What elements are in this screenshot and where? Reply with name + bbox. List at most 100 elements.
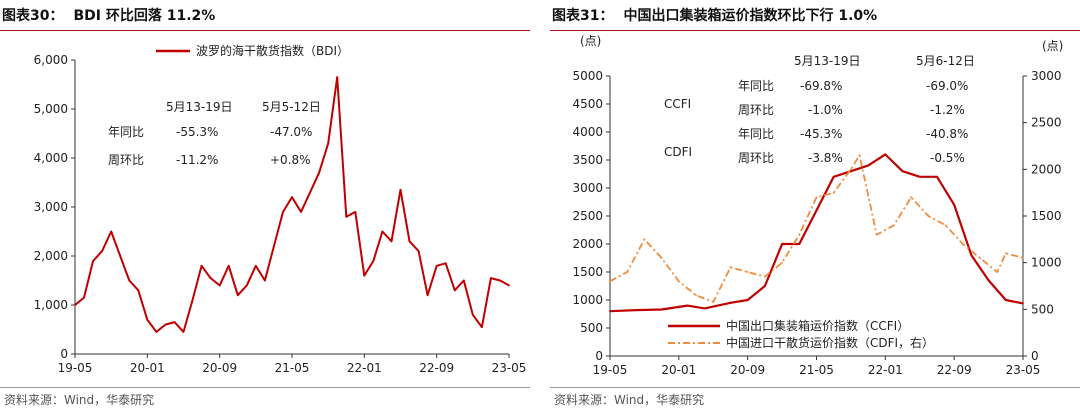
cdfi-line-point [858, 154, 861, 157]
source-divider [0, 387, 530, 388]
legend-label-ccfi: 中国出口集装箱运价指数（CCFI） [726, 318, 909, 333]
y-tick-label: 1500 [572, 265, 603, 279]
cdfi-line-point [910, 196, 912, 199]
annotation-row-label: 周环比 [738, 103, 774, 117]
bdi-chart: 0 1,000 2,000 3,000 4,000 5,000 6,000 19-05 20-0… [34, 43, 527, 375]
ccfi-line [609, 153, 1024, 313]
y-tick-label: 3500 [572, 153, 603, 167]
ccfi-line-point [850, 170, 852, 173]
ccfi-line-point [686, 304, 689, 307]
y-tick-label: 3000 [572, 181, 603, 195]
figure-number: 图表31： [552, 8, 614, 24]
ccfi-line-point [884, 153, 887, 156]
bdi-line-point [191, 299, 194, 301]
x-tick-label: 21-05 [275, 361, 310, 375]
annotation-value: -55.3% [176, 125, 218, 139]
chart-legend: 中国出口集装箱运价指数（CCFI） 中国进口干散货运价指数（CDFI，右） [664, 312, 954, 352]
bdi-line-point [74, 304, 76, 306]
y-tick-label: 2500 [572, 209, 603, 223]
y-tick-label: 1,000 [34, 298, 68, 312]
y-tick-label: 0 [60, 347, 68, 361]
annotation-value: -1.2% [930, 103, 965, 117]
x-tick-label: 22-01 [347, 361, 382, 375]
y-tick-label: 4000 [572, 125, 603, 139]
annotation-row-label: 年同比 [738, 127, 774, 141]
bdi-line-point [481, 326, 483, 328]
y-tick-label: 4500 [572, 97, 603, 111]
bdi-line-point [363, 274, 366, 277]
source-note: 资料来源：Wind，华泰研究 [4, 393, 155, 407]
ccfi-line-point [798, 243, 801, 245]
bdi-line-point [372, 260, 375, 262]
cdfi-line-point [746, 271, 749, 273]
ccfi-line-point [634, 309, 637, 311]
cdfi-line-point [1022, 257, 1024, 259]
x-tick-label: 19-05 [58, 361, 93, 375]
bdi-line-point [92, 260, 94, 262]
ccfi-line-point [867, 164, 869, 167]
left-axis-unit: (点) [580, 34, 601, 48]
ccfi-line-point [901, 170, 904, 173]
bdi-line-point [254, 264, 257, 267]
cdfi-line [609, 154, 1024, 303]
bdi-line-point [245, 284, 248, 287]
bdi-line-point [390, 240, 393, 243]
bdi-line-point [146, 318, 149, 321]
ccfi-line-point [746, 299, 749, 301]
annotation-group-ccfi: CCFI [664, 97, 691, 111]
bdi-line-point [417, 250, 420, 253]
legend-background [664, 312, 954, 352]
chart-axes: 0 1,000 2,000 3,000 4,000 5,000 6,000 19-05 20-0… [34, 53, 527, 375]
annotation-value: -45.3% [800, 127, 842, 141]
cdfi-line-point [695, 294, 697, 297]
cdfi-line-point [893, 224, 895, 227]
cdfi-line-point [850, 168, 852, 171]
x-tick-label: 23-05 [492, 361, 527, 375]
y-tick-label: 2,000 [34, 249, 68, 263]
y-tick-label: 1000 [572, 293, 603, 307]
y2-tick-label: 3000 [1031, 69, 1062, 83]
x-tick-label: 22-09 [419, 361, 454, 375]
bdi-line-point [490, 277, 492, 279]
x-tick-label: 23-05 [1006, 363, 1041, 377]
bdi-line-point [345, 215, 348, 218]
bdi-line-point [101, 250, 103, 253]
bdi-line-point [408, 240, 411, 243]
bdi-line-point [209, 277, 212, 279]
cdfi-line-point [944, 224, 947, 227]
bdi-line-point [508, 284, 510, 287]
right-axis-unit: (点) [1042, 39, 1063, 53]
ccfi-line-point [764, 285, 766, 287]
bdi-figure: 图表30： BDI 环比回落 11.2% 0 1,000 2,000 3,000 4,00… [0, 0, 530, 412]
cdfi-line-point [1004, 252, 1007, 255]
y2-tick-label: 500 [1031, 302, 1054, 316]
y-tick-label: 6,000 [34, 53, 68, 67]
y2-tick-label: 2000 [1031, 162, 1062, 176]
x-tick-label: 20-09 [202, 361, 237, 375]
annotation-row-label: 周环比 [738, 151, 774, 165]
y-tick-label: 5,000 [34, 102, 68, 116]
cdfi-line-point [729, 266, 732, 269]
cdfi-line-point [626, 271, 629, 273]
ccfi-line-point [660, 308, 663, 311]
cdfi-line-point [832, 191, 835, 194]
bdi-line-point [354, 211, 357, 213]
annotation-value: -69.0% [926, 79, 968, 93]
ccfi-cdfi-figure: 图表31： 中国出口集装箱运价指数环比下行 1.0% (点) (点) 0 500 10… [550, 0, 1080, 412]
bdi-line-point [155, 331, 158, 333]
x-tick-label: 20-01 [130, 361, 165, 375]
annotation-col1-header: 5月13-19日 [166, 100, 233, 114]
bdi-line-point [227, 264, 230, 267]
bdi-line-point [273, 245, 275, 248]
bdi-line-point [182, 331, 185, 333]
figure-number: 图表30： [2, 8, 64, 24]
figure-title: 图表30： BDI 环比回落 11.2% [2, 5, 215, 25]
ccfi-line-point [970, 254, 973, 257]
y-tick-label: 4,000 [34, 151, 68, 165]
annotation-value: -11.2% [176, 153, 218, 167]
annotation-value: -47.0% [270, 125, 312, 139]
figure-title-text: 中国出口集装箱运价指数环比下行 1.0% [623, 8, 878, 24]
ccfi-line-point [936, 175, 938, 178]
annotation-value: -40.8% [926, 127, 968, 141]
annotation-col2-header: 5月5-12日 [262, 100, 321, 114]
